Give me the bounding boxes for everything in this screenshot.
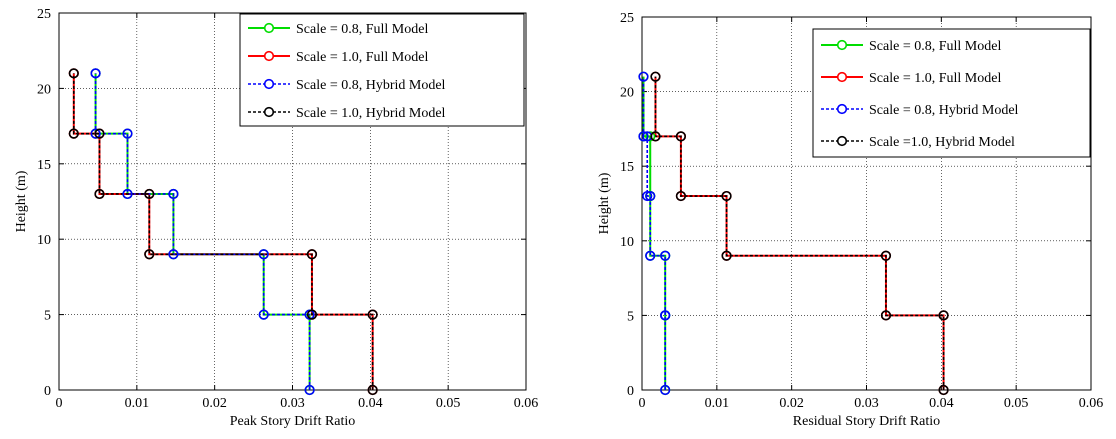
- residual-legend-marker-3: [836, 135, 848, 147]
- residual-series-line-3: [654, 76, 945, 390]
- residual-series-2-point-3: [660, 250, 671, 261]
- residual-x-tick-label-1: 0.01: [705, 396, 730, 411]
- residual-series-2-point-0: [660, 384, 671, 396]
- peak-series-3-point-4: [144, 249, 155, 260]
- peak-legend: Scale = 0.8, Full Model Scale = 1.0, Full…: [239, 13, 525, 127]
- residual-legend-marker-1: [836, 71, 848, 83]
- residual-series-line-0: [642, 76, 667, 390]
- peak-series-3-point-3: [306, 249, 318, 260]
- peak-y-tick-label-0: 0: [44, 384, 51, 399]
- residual-y-axis-label: Height (m): [597, 172, 612, 234]
- peak-legend-label-0: Scale = 0.8, Full Model: [296, 22, 428, 37]
- peak-series-3-point-1: [367, 309, 378, 320]
- peak-x-tick-label-3: 0.03: [280, 396, 305, 411]
- residual-x-axis-label: Residual Story Drift Ratio: [793, 414, 940, 429]
- residual-series-2-point-4: [645, 250, 656, 261]
- peak-series-2-point-2: [258, 309, 269, 320]
- peak-series-3-point-8: [68, 128, 79, 139]
- peak-x-tick-label-2: 0.02: [202, 396, 227, 411]
- residual-series-2-point-9: [638, 71, 649, 82]
- peak-series-2-point-3: [258, 249, 269, 260]
- residual-y-tick-label-2: 10: [620, 235, 634, 250]
- residual-series-3-point-1: [938, 310, 949, 321]
- residual-series-2-point-8: [638, 131, 649, 142]
- peak-series-2-point-0: [304, 384, 315, 396]
- peak-series-3-point-7: [94, 128, 105, 139]
- residual-series-2-point-6: [642, 190, 653, 202]
- residual-y-tick-label-1: 5: [627, 309, 634, 324]
- peak-x-tick-label-4: 0.04: [358, 396, 383, 411]
- residual-series-3-point-6: [675, 190, 687, 202]
- peak-series-3-point-9: [68, 68, 79, 79]
- peak-legend-label-2: Scale = 0.8, Hybrid Model: [296, 78, 446, 93]
- peak-series-2-point-9: [90, 68, 101, 79]
- peak-legend-marker-0: [263, 22, 275, 34]
- residual-series-0-point-7: [645, 131, 656, 142]
- peak-x-tick-label-6: 0.06: [514, 396, 539, 411]
- peak-x-axis-label: Peak Story Drift Ratio: [230, 414, 356, 429]
- peak-series-2-point-5: [168, 188, 179, 200]
- peak-series-3-point-5: [144, 188, 155, 200]
- residual-x-tick-label-5: 0.05: [1004, 396, 1029, 411]
- residual-series-2-point-5: [645, 190, 656, 202]
- peak-y-tick-label-3: 15: [37, 158, 51, 173]
- peak-series-3-point-0: [367, 384, 378, 396]
- peak-legend-label-1: Scale = 1.0, Full Model: [296, 50, 428, 65]
- residual-y-tick-label-5: 25: [620, 11, 634, 26]
- peak-y-tick-label-4: 20: [37, 82, 51, 97]
- peak-legend-box: [239, 13, 525, 127]
- peak-x-tick-label-0: 0: [56, 396, 63, 411]
- residual-x-tick-label-2: 0.02: [779, 396, 804, 411]
- residual-series-3-point-8: [650, 131, 661, 142]
- peak-series-2-point-6: [122, 188, 133, 200]
- peak-series-2-point-4: [168, 249, 179, 260]
- peak-x-tick-label-5: 0.05: [436, 396, 461, 411]
- peak-drift-chart: 0 0.01 0.02 0.03 0.04 0.05 0.06 0 5 10 15 20 25 Peak …: [14, 7, 538, 429]
- residual-series-2-point-2: [660, 310, 671, 321]
- residual-y-tick-label-3: 15: [620, 160, 634, 175]
- peak-series-line-3: [72, 73, 374, 390]
- residual-legend: Scale = 0.8, Full Model Scale = 1.0, Full…: [812, 28, 1091, 158]
- peak-legend-marker-3: [263, 106, 275, 118]
- residual-series-3-point-4: [721, 250, 732, 261]
- residual-legend-marker-2: [836, 103, 848, 115]
- peak-y-tick-label-2: 10: [37, 233, 51, 248]
- peak-series-2-point-8: [90, 128, 101, 139]
- peak-y-tick-label-5: 25: [37, 7, 51, 22]
- residual-drift-chart: 0 0.01 0.02 0.03 0.04 0.05 0.06 0 5 10 15 20 25 Resid…: [597, 11, 1103, 429]
- residual-series-3-point-9: [650, 71, 661, 82]
- residual-legend-label-2: Scale = 0.8, Hybrid Model: [869, 103, 1019, 118]
- residual-legend-label-3: Scale =1.0, Hybrid Model: [869, 135, 1015, 150]
- peak-legend-marker-1: [263, 50, 275, 62]
- peak-series-3-point-2: [306, 309, 318, 320]
- residual-series-3-point-0: [938, 384, 949, 396]
- residual-y-tick-label-0: 0: [627, 384, 634, 399]
- peak-series-line-2: [94, 73, 311, 390]
- residual-series-3-point-5: [721, 190, 732, 202]
- peak-legend-marker-2: [263, 78, 275, 90]
- peak-series-2-point-7: [122, 128, 133, 139]
- residual-x-tick-label-0: 0: [639, 396, 646, 411]
- peak-y-axis-label: Height (m): [14, 170, 29, 232]
- residual-series-3-point-7: [675, 131, 687, 142]
- peak-series-3-point-6: [94, 188, 105, 200]
- peak-y-tick-label-1: 5: [44, 309, 51, 324]
- residual-legend-label-1: Scale = 1.0, Full Model: [869, 71, 1001, 86]
- residual-legend-label-0: Scale = 0.8, Full Model: [869, 39, 1001, 54]
- residual-series-line-2: [642, 76, 666, 390]
- residual-x-tick-label-4: 0.04: [929, 396, 954, 411]
- residual-legend-box: [812, 28, 1091, 158]
- peak-x-tick-label-1: 0.01: [125, 396, 150, 411]
- residual-y-tick-label-4: 20: [620, 86, 634, 101]
- peak-legend-label-3: Scale = 1.0, Hybrid Model: [296, 106, 446, 121]
- residual-series-3-point-2: [880, 310, 892, 321]
- residual-legend-marker-0: [836, 39, 848, 51]
- residual-x-tick-label-3: 0.03: [854, 396, 879, 411]
- residual-series-3-point-3: [880, 250, 892, 261]
- residual-x-tick-label-6: 0.06: [1079, 396, 1104, 411]
